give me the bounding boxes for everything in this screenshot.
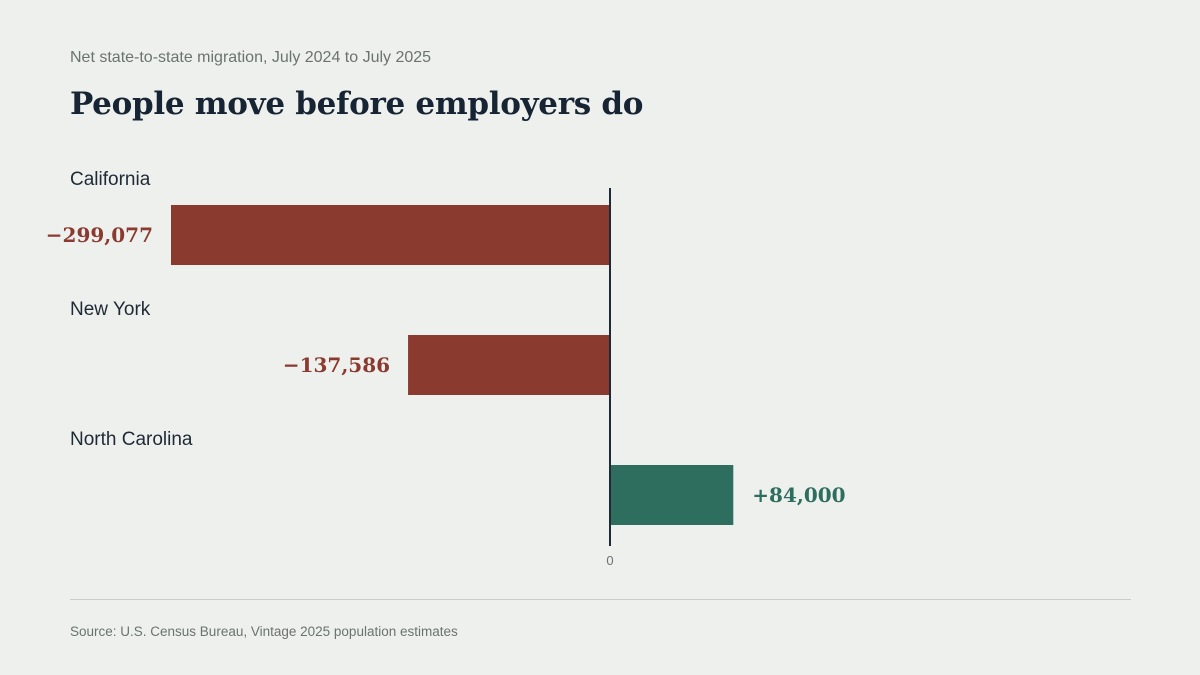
value-label-north-carolina: +84,000 — [752, 483, 845, 507]
chart-subtitle: Net state-to-state migration, July 2024 … — [70, 49, 432, 66]
bar-california — [171, 205, 610, 265]
footer-divider — [70, 599, 1131, 600]
bar-chart: California −299,077 New York −137,586 North … — [46, 169, 846, 568]
bar-north-carolina — [610, 465, 734, 525]
value-label-new-york: −137,586 — [283, 353, 390, 377]
source-note: Source: U.S. Census Bureau, Vintage 2025… — [70, 624, 458, 639]
x-tick-label: 0 — [606, 553, 613, 568]
value-label-california: −299,077 — [46, 223, 153, 247]
category-label-north-carolina: North Carolina — [70, 429, 193, 450]
category-label-new-york: New York — [70, 299, 151, 320]
category-label-california: California — [70, 169, 151, 190]
chart-title: People move before employers do — [70, 86, 644, 122]
bar-new-york — [408, 335, 610, 395]
